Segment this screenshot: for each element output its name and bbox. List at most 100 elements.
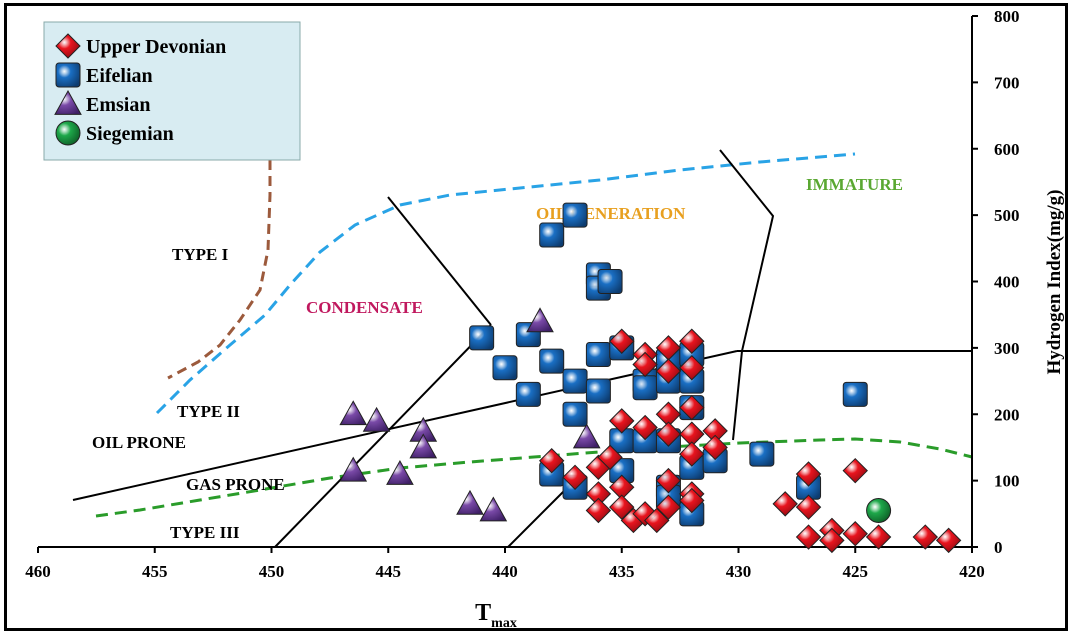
x-tick-label: 445 [376,562,402,581]
legend-marker-upper-devonian [55,33,81,59]
upper-devonian-point [632,414,658,441]
legend-marker-siegemian [55,120,81,146]
type-iii-boundary-line [95,437,973,518]
y-tick-label: 400 [994,273,1020,292]
upper-devonian-point [609,328,635,354]
eifelian-point [515,381,541,407]
legend: Upper Devonian Eifelian Emsian Siegemian [43,21,301,161]
legend-marker-emsian [54,89,82,115]
upper-devonian-point [935,527,962,554]
upper-devonian-point [597,444,623,471]
oil-gas-prone-boundary-line [72,350,738,501]
upper-devonian-point [655,421,682,447]
annotation-gas-prone: GAS PRONE [186,475,285,494]
y-tick-label: 500 [994,206,1020,225]
upper-devonian-point [702,434,728,461]
emsian-point [339,400,368,426]
region-annotations: TYPE I TYPE II OIL PRONE GAS PRONE TYPE … [92,175,903,542]
upper-devonian-point [912,524,939,550]
legend-marker-eifelian [55,62,81,88]
x-tick-label: 450 [259,562,285,581]
type-i-boundary-line [167,160,272,380]
annotation-type-iii: TYPE III [170,523,240,542]
immature-boundary-line [719,149,775,441]
y-tick-label: 700 [994,73,1020,92]
series-emsian [339,307,601,522]
type-ii-boundary-line [155,152,856,415]
x-tick-label: 440 [492,562,518,581]
y-axis-label: Hydrogen Index(mg/g) [1044,190,1065,375]
x-tick-label: 460 [25,562,51,581]
eifelian-point [585,378,611,404]
eifelian-point [539,222,565,248]
annotation-type-ii: TYPE II [177,402,240,421]
emsian-point [362,406,391,432]
upper-devonian-point [772,491,798,517]
emsian-point [339,456,368,482]
y-tick-label: 0 [994,538,1003,557]
data-points [339,202,962,554]
eifelian-point [539,348,565,374]
x-tick-label: 420 [959,562,985,581]
upper-devonian-point [865,524,892,550]
upper-devonian-point [842,521,868,547]
x-axis-label-sub: max [491,616,517,631]
x-tick-label: 455 [142,562,168,581]
condensate-boundary-line [387,196,492,326]
annotation-type-i: TYPE I [172,245,229,264]
emsian-point [409,433,438,459]
y-tick-label: 200 [994,405,1020,424]
y-ticks: 0 100 200 300 400 500 600 700 800 [972,7,1020,557]
upper-devonian-point [655,494,682,520]
upper-devonian-point [679,487,705,514]
y-tick-label: 300 [994,339,1020,358]
eifelian-point [492,355,518,381]
upper-devonian-point [585,497,612,524]
x-axis-label-main: T [475,600,491,626]
upper-devonian-point [679,328,705,354]
eifelian-point [842,381,868,407]
emsian-point [526,307,554,333]
upper-devonian-point [609,408,635,434]
legend-box [43,21,301,161]
upper-devonian-point [842,457,868,484]
legend-label-upper-devonian: Upper Devonian [86,36,226,58]
series-siegemian [866,497,892,523]
y-tick-label: 800 [994,7,1020,26]
upper-devonian-point [679,441,705,467]
eifelian-point [562,368,588,394]
eifelian-point [469,325,495,351]
upper-devonian-point [795,524,822,550]
annotation-oil-prone: OIL PRONE [92,433,186,452]
siegemian-point [866,497,892,523]
upper-devonian-point [819,527,845,554]
x-tick-label: 425 [843,562,869,581]
eifelian-point [562,401,588,427]
upper-devonian-point [679,394,705,421]
eifelian-point [585,342,611,368]
legend-label-eifelian: Eifelian [86,65,153,87]
lower-maturity-line [507,484,571,548]
axes: 460 455 450 445 440 435 430 425 420 0 100 200 300 40… [25,7,1065,631]
eifelian-point [562,202,588,228]
guide-lines [72,149,973,548]
legend-label-siegemian: Siegemian [86,123,174,145]
annotation-condensate: CONDENSATE [306,298,423,317]
upper-devonian-point [679,355,705,381]
upper-devonian-point [609,494,635,520]
emsian-point [479,496,508,522]
emsian-point [386,459,414,485]
legend-label-emsian: Emsian [86,94,150,116]
annotation-oil-generation: OIL GENERATION [536,204,686,223]
x-tick-label: 435 [609,562,635,581]
series-upper-devonian [538,328,962,554]
upper-devonian-point [562,464,588,491]
eifelian-point [632,375,658,401]
upper-devonian-point [644,507,670,534]
upper-devonian-point [795,494,822,520]
x-axis-label: Tmax [475,600,517,631]
upper-devonian-point [655,467,682,494]
left-maturity-line [274,324,492,548]
eifelian-point [597,269,623,294]
